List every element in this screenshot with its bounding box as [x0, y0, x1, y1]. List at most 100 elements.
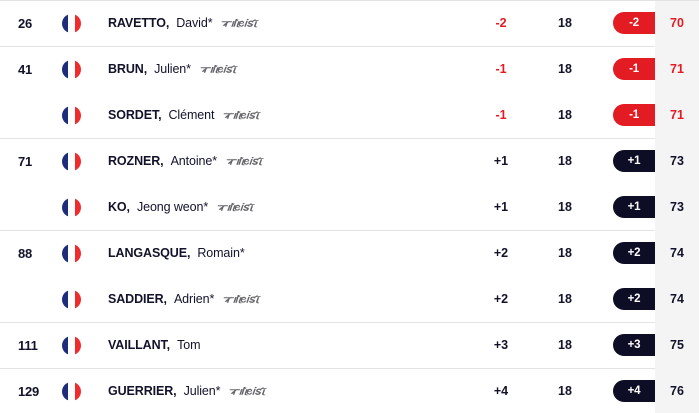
round-total: 75: [670, 338, 684, 352]
score-badge-cell: -1: [593, 104, 655, 126]
table-row[interactable]: 111 VAILLANT, Tom: [0, 322, 699, 368]
country-flag-cell: [62, 105, 108, 125]
player-last-name: VAILLANT,: [108, 338, 171, 352]
country-flag-cell: [62, 289, 108, 309]
table-row[interactable]: 88 LANGASQUE, Romain*: [0, 230, 699, 276]
status-badge: +2: [613, 288, 655, 310]
player-name-cell[interactable]: VAILLANT, Tom: [108, 338, 465, 352]
player-rank: 88: [18, 245, 33, 261]
score-badge-cell: +1: [593, 150, 655, 172]
france-flag-icon: [62, 59, 81, 79]
table-row[interactable]: 129 GUERRIER, Julien*: [0, 368, 699, 413]
player-first-name: Romain*: [197, 246, 245, 260]
round-total: 76: [670, 384, 684, 398]
titleist-logo: [223, 294, 261, 305]
player-rank: 41: [18, 61, 33, 77]
round-total: 71: [670, 108, 684, 122]
score-badge-cell: -2: [593, 12, 655, 34]
score-badge-cell: +4: [593, 380, 655, 402]
status-badge: +2: [613, 242, 655, 264]
round-total: 73: [670, 154, 684, 168]
player-first-name: Jeong weon*: [136, 200, 209, 214]
france-flag-icon: [62, 105, 81, 125]
player-rank: 26: [18, 15, 33, 31]
round-total: 73: [670, 200, 684, 214]
player-name-cell[interactable]: RAVETTO, David*: [108, 16, 465, 30]
country-flag-cell: [62, 243, 108, 263]
player-rank: 129: [18, 383, 40, 399]
table-row[interactable]: SORDET, Clément: [0, 92, 699, 138]
titleist-logo: [223, 110, 262, 121]
round-total: 70: [670, 16, 684, 30]
country-flag-cell: [62, 197, 108, 217]
holes-played: 18: [558, 200, 572, 214]
table-row[interactable]: SADDIER, Adrien*: [0, 276, 699, 322]
player-first-name: Julien*: [183, 384, 221, 398]
table-row[interactable]: 41 BRUN, Julien*: [0, 46, 699, 92]
player-name-cell[interactable]: LANGASQUE, Romain*: [108, 246, 465, 260]
player-first-name: Julien*: [154, 62, 191, 76]
table-row[interactable]: KO, Jeong weon*: [0, 184, 699, 230]
table-row[interactable]: 71 ROZNER, Antoine*: [0, 138, 699, 184]
score-badge-cell: +3: [593, 334, 655, 356]
score-to-par: +4: [493, 384, 509, 398]
score-to-par: +2: [493, 292, 509, 306]
status-badge: -2: [613, 12, 655, 34]
titleist-logo: [229, 386, 268, 397]
country-flag-cell: [62, 13, 108, 33]
player-name-cell[interactable]: KO, Jeong weon*: [108, 200, 465, 214]
score-badge-cell: -1: [593, 58, 655, 80]
player-rank: 71: [18, 153, 33, 169]
player-last-name: RAVETTO,: [108, 16, 170, 30]
status-badge: +3: [613, 334, 655, 356]
score-to-par: +2: [493, 246, 509, 260]
player-first-name: Antoine*: [170, 154, 218, 168]
player-name-cell[interactable]: ROZNER, Antoine*: [108, 154, 465, 168]
france-flag-icon: [62, 197, 81, 217]
player-name-cell[interactable]: GUERRIER, Julien*: [108, 384, 465, 398]
status-badge: +1: [613, 196, 655, 218]
player-last-name: GUERRIER,: [108, 384, 177, 398]
player-last-name: SORDET,: [108, 108, 162, 122]
player-last-name: KO,: [108, 200, 130, 214]
france-flag-icon: [62, 13, 81, 33]
player-last-name: LANGASQUE,: [108, 246, 191, 260]
player-rank: 111: [18, 337, 38, 353]
holes-played: 18: [558, 16, 572, 30]
round-total: 74: [670, 246, 684, 260]
holes-played: 18: [558, 62, 572, 76]
status-badge: -1: [613, 58, 655, 80]
player-first-name: Tom: [177, 338, 201, 352]
score-to-par: -1: [495, 62, 507, 76]
player-name-cell[interactable]: SORDET, Clément: [108, 108, 465, 122]
score-badge-cell: +2: [593, 242, 655, 264]
holes-played: 18: [558, 338, 572, 352]
holes-played: 18: [558, 108, 572, 122]
player-name-cell[interactable]: SADDIER, Adrien*: [108, 292, 465, 306]
player-first-name: David*: [176, 16, 213, 30]
player-last-name: BRUN,: [108, 62, 148, 76]
score-to-par: -1: [495, 108, 507, 122]
table-row[interactable]: 26 RAVETTO, David*: [0, 0, 699, 46]
france-flag-icon: [62, 335, 81, 355]
score-badge-cell: +1: [593, 196, 655, 218]
round-total: 74: [670, 292, 684, 306]
holes-played: 18: [558, 246, 572, 260]
player-last-name: SADDIER,: [108, 292, 167, 306]
titleist-logo: [217, 202, 255, 213]
titleist-logo: [221, 18, 260, 29]
score-to-par: -2: [495, 16, 507, 30]
player-last-name: ROZNER,: [108, 154, 164, 168]
country-flag-cell: [62, 59, 108, 79]
player-first-name: Clément: [168, 108, 215, 122]
score-to-par: +1: [493, 200, 509, 214]
holes-played: 18: [558, 154, 572, 168]
holes-played: 18: [558, 292, 572, 306]
score-to-par: +3: [493, 338, 509, 352]
status-badge: +1: [613, 150, 655, 172]
country-flag-cell: [62, 381, 108, 401]
status-badge: +4: [613, 380, 655, 402]
player-name-cell[interactable]: BRUN, Julien*: [108, 62, 465, 76]
